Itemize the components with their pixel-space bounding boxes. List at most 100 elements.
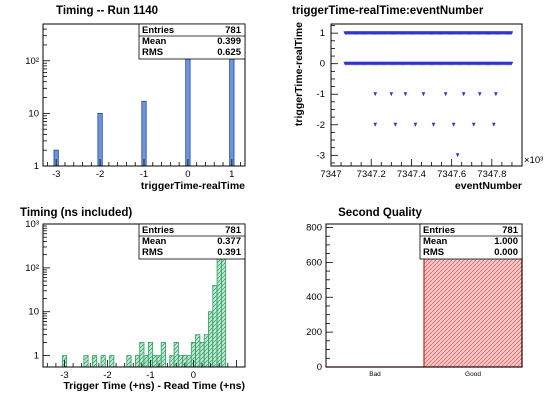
panel-timing-ns-title: Timing (ns included) <box>20 207 132 219</box>
panel-timing-ns-plot: -3 -2 -1 0 1 10 10² 10³ Entries 781 Mean 0.377 RMS 0.… <box>25 219 246 381</box>
p2-y-tick-label-4: 1 <box>320 28 325 39</box>
p3-bar-13 <box>169 355 175 368</box>
p4-stats-value-1: 1.000 <box>494 236 518 247</box>
p3-bar-3 <box>100 355 106 368</box>
p2-point-8 <box>373 122 378 127</box>
p3-bar-10 <box>152 355 158 368</box>
p1-stats-label-0: Entries <box>142 25 174 36</box>
p2-point-0 <box>373 92 378 97</box>
p3-bar-15 <box>177 355 184 368</box>
p3-stats-box <box>138 223 246 260</box>
p1-x-tick-label-1: -2 <box>96 169 104 180</box>
p1-stats-label-1: Mean <box>142 36 166 47</box>
p2-point-9 <box>393 122 398 127</box>
panel-timing-run-plot: -3 -2 -1 0 1 1 10 10² Entries 781 Mean 0.399 RMS 0.62… <box>25 23 246 180</box>
p4-stats-box <box>419 223 523 260</box>
p3-bar-5 <box>126 355 132 368</box>
panel-timing-ns: Timing (ns included) Trigger Time (+ns) … <box>20 207 246 392</box>
p4-y-tick-label-4: 800 <box>306 222 322 233</box>
p1-bar-2 <box>141 100 147 167</box>
panel-timing-run-xlabel: triggerTime-realTime <box>141 180 245 192</box>
panel-timing-ns-xlabel: Trigger Time (+ns) - Read Time (+ns) <box>63 380 245 392</box>
p2-point-5 <box>461 92 466 97</box>
p4-stats-label-2: RMS <box>423 247 444 258</box>
p3-x-tick-label-0: -3 <box>60 370 68 381</box>
p2-band-1-point-184 <box>509 61 514 66</box>
p2-point-6 <box>477 92 482 97</box>
panel-scatter-multiplier: ×10³ <box>524 155 543 166</box>
p4-y-tick-label-3: 600 <box>306 257 322 268</box>
p3-stats-label-0: Entries <box>142 225 174 236</box>
p4-stats-value-2: 0.000 <box>494 247 518 258</box>
p3-y-tick-label-3: 10³ <box>25 219 39 230</box>
p3-bar-21 <box>203 334 209 368</box>
panel-scatter-plot: 7347 7347.2 7347.4 7347.6 7347.8 -3 -2 -1 0 1 <box>317 23 523 180</box>
p2-point-1 <box>389 92 394 97</box>
p2-point-11 <box>431 122 436 127</box>
p1-bar-1 <box>97 112 103 167</box>
p3-bar-23 <box>212 284 218 368</box>
panel-scatter: triggerTime-realTime:eventNumber eventNu… <box>292 5 543 192</box>
p2-point-3 <box>421 92 426 97</box>
p1-x-tick-label-2: -1 <box>140 169 148 180</box>
p2-point-15 <box>455 153 460 158</box>
p2-point-12 <box>451 122 456 127</box>
p3-y-tick-label-0: 1 <box>34 351 39 362</box>
p2-x-tick-label-1: 7347.2 <box>357 169 386 180</box>
panel-scatter-xlabel: eventNumber <box>455 180 522 192</box>
p3-bar-17 <box>186 355 192 368</box>
p3-bar-25 <box>220 250 227 368</box>
p1-x-tick-label-4: 1 <box>229 169 234 180</box>
p2-y-tick-label-2: -1 <box>317 89 325 100</box>
panel-second-quality: Second Quality Bad Good 0 200 400 600 800 Entri… <box>306 207 523 378</box>
p3-bar-19 <box>195 334 201 368</box>
p2-point-4 <box>443 92 448 97</box>
p3-bar-4 <box>109 355 115 368</box>
p3-stats-value-2: 0.391 <box>217 247 241 258</box>
p3-stats-label-1: Mean <box>142 236 166 247</box>
p4-stats-value-0: 781 <box>502 225 519 236</box>
p1-y-tick-label-1: 10 <box>28 108 39 119</box>
p2-y-tick-label-1: -2 <box>317 120 325 131</box>
p3-bar-24 <box>216 243 222 368</box>
p2-point-13 <box>471 122 476 127</box>
p3-bar-6 <box>135 355 141 368</box>
p3-y-tick-label-1: 10 <box>28 307 39 318</box>
p2-x-tick-label-0: 7347 <box>320 169 341 180</box>
panel-timing-run-title: Timing -- Run 1140 <box>56 5 158 17</box>
p3-bar-2 <box>92 355 98 368</box>
p2-y-tick-label-0: -3 <box>317 150 325 161</box>
p4-category-label-0: Bad <box>369 371 381 378</box>
p3-stats-label-2: RMS <box>142 247 163 258</box>
p3-bar-22 <box>208 311 214 368</box>
p2-x-tick-label-3: 7347.6 <box>437 169 466 180</box>
p1-stats-value-1: 0.399 <box>217 36 241 47</box>
p2-frame <box>330 23 523 167</box>
p1-stats-value-0: 781 <box>225 25 242 36</box>
p3-x-tick-label-1: -2 <box>103 370 111 381</box>
p4-category-label-1: Good <box>465 371 481 378</box>
p3-stats-value-1: 0.377 <box>217 236 241 247</box>
p2-point-7 <box>494 92 498 97</box>
panel-timing-run: Timing -- Run 1140 triggerTime-realTime … <box>25 5 246 192</box>
p3-y-tick-label-2: 10² <box>25 263 39 274</box>
panel-second-quality-plot: Bad Good 0 200 400 600 800 Entries 781 Mean 1.000 R… <box>306 222 523 378</box>
panel-second-quality-title: Second Quality <box>338 207 422 219</box>
p4-stats-label-1: Mean <box>423 236 447 247</box>
panel-scatter-title: triggerTime-realTime:eventNumber <box>292 5 484 17</box>
p4-y-tick-label-2: 400 <box>306 292 322 303</box>
p3-x-tick-label-3: 0 <box>191 370 196 381</box>
p2-point-2 <box>403 92 408 97</box>
p2-point-14 <box>492 122 496 127</box>
p1-x-tick-label-0: -3 <box>52 169 60 180</box>
p2-band-0-point-184 <box>509 31 514 35</box>
p1-stats-box <box>138 23 246 60</box>
p2-x-tick-label-4: 7347.8 <box>477 169 506 180</box>
p1-stats-label-2: RMS <box>142 47 163 58</box>
p4-y-tick-label-0: 0 <box>317 362 322 373</box>
p4-y-tick-label-1: 200 <box>306 327 322 338</box>
p2-x-tick-label-2: 7347.4 <box>397 169 426 180</box>
p1-y-tick-label-2: 10² <box>25 56 39 67</box>
p3-stats-value-0: 781 <box>225 225 242 236</box>
panel-scatter-ylabel: triggerTime-realTime <box>293 22 305 126</box>
